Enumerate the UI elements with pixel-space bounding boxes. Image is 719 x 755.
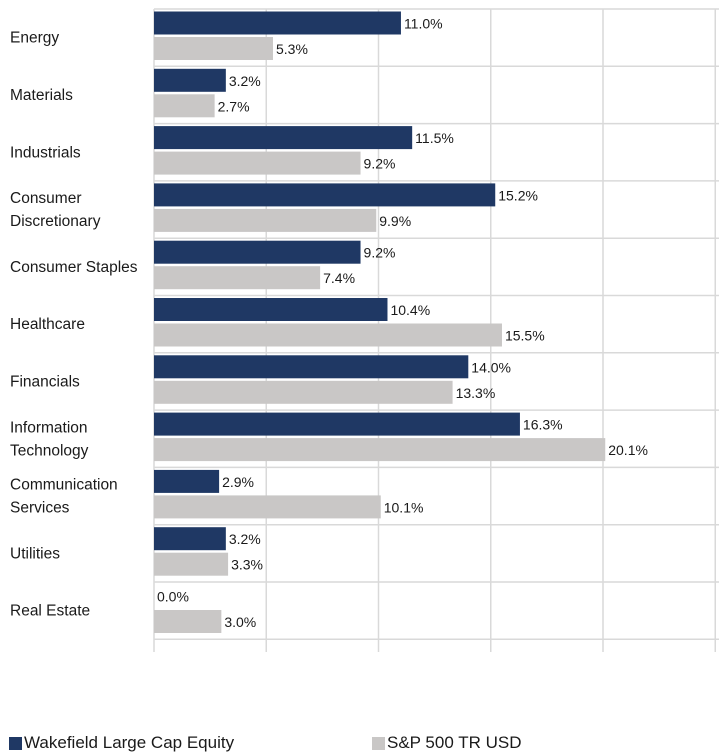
value-label-sp500: 20.1% [608, 442, 648, 458]
bar-sp500 [154, 380, 453, 404]
legend-label-wakefield: Wakefield Large Cap Equity [24, 733, 235, 752]
category-label: Real Estate [10, 603, 90, 620]
value-label-wakefield: 14.0% [471, 359, 511, 375]
category-label: Consumer Staples [10, 259, 138, 276]
bar-wakefield [154, 298, 388, 321]
category-label: Consumer Discretionary [10, 190, 101, 230]
value-label-wakefield: 3.2% [229, 531, 261, 547]
value-label-sp500: 2.7% [218, 98, 250, 114]
bar-wakefield [154, 240, 361, 264]
bar-sp500 [154, 208, 377, 232]
category-label: Energy [10, 30, 59, 47]
bars [154, 11, 606, 633]
category-labels: Energy Materials Industrials Consumer Discre… [10, 30, 138, 620]
legend-swatch-sp500 [372, 736, 385, 750]
bar-sp500 [154, 266, 321, 290]
bar-sp500 [154, 323, 502, 347]
value-label-wakefield: 16.3% [523, 417, 563, 433]
value-label-sp500: 5.3% [276, 41, 308, 57]
category-label: Utilities [10, 545, 60, 562]
value-label-wakefield: 2.9% [222, 474, 254, 490]
bar-wakefield [154, 355, 469, 379]
value-label-sp500: 15.5% [505, 328, 545, 344]
value-label-wakefield: 11.5% [415, 130, 454, 146]
bar-sp500 [154, 438, 606, 462]
value-label-sp500: 9.9% [379, 213, 411, 229]
category-label: Industrials [10, 144, 81, 161]
bar-wakefield [154, 11, 401, 35]
bar-wakefield [154, 527, 226, 551]
sector-bar-chart: Energy Materials Industrials Consumer Discre… [10, 8, 719, 652]
value-label-wakefield: 10.4% [390, 302, 430, 318]
category-label: Materials [10, 87, 73, 104]
value-label-sp500: 7.4% [323, 270, 355, 286]
value-label-sp500: 9.2% [364, 156, 396, 172]
bar-wakefield [154, 469, 220, 493]
bar-sp500 [154, 552, 229, 576]
value-label-wakefield: 15.2% [498, 187, 538, 203]
category-label: Information Technology [10, 419, 89, 459]
bar-sp500 [154, 37, 273, 60]
bar-wakefield [154, 412, 520, 436]
value-label-wakefield: 11.0% [404, 16, 443, 32]
bar-sp500 [154, 610, 222, 633]
value-label-wakefield: 3.2% [229, 73, 261, 89]
bar-wakefield [154, 68, 226, 92]
value-label-sp500: 10.1% [384, 499, 424, 515]
value-label-sp500: 3.3% [231, 557, 263, 573]
value-label-sp500: 3.0% [224, 614, 256, 630]
category-label: Financials [10, 373, 80, 390]
legend-swatch-wakefield [9, 736, 22, 750]
value-label-wakefield: 0.0% [157, 589, 189, 605]
legend-item-sp500: S&P 500 TR USD [372, 733, 522, 753]
category-label: Healthcare [10, 316, 85, 333]
bar-sp500 [154, 94, 215, 118]
legend: Wakefield Large Cap Equity S&P 500 TR US… [6, 733, 719, 755]
value-label-wakefield: 9.2% [364, 245, 396, 261]
bar-sp500 [154, 151, 361, 175]
value-labels: 11.0% 5.3% 3.2% 2.7% 11.5% 9.2% 15.2% 9.9% 9.2% 7… [157, 16, 648, 631]
legend-label-sp500: S&P 500 TR USD [387, 733, 522, 752]
bar-wakefield [154, 126, 413, 150]
category-label: Communication Services [10, 477, 118, 517]
legend-item-wakefield: Wakefield Large Cap Equity [9, 733, 234, 753]
bar-wakefield [154, 183, 496, 207]
bar-sp500 [154, 495, 381, 519]
value-label-sp500: 13.3% [456, 385, 496, 401]
gridlines [153, 8, 719, 652]
